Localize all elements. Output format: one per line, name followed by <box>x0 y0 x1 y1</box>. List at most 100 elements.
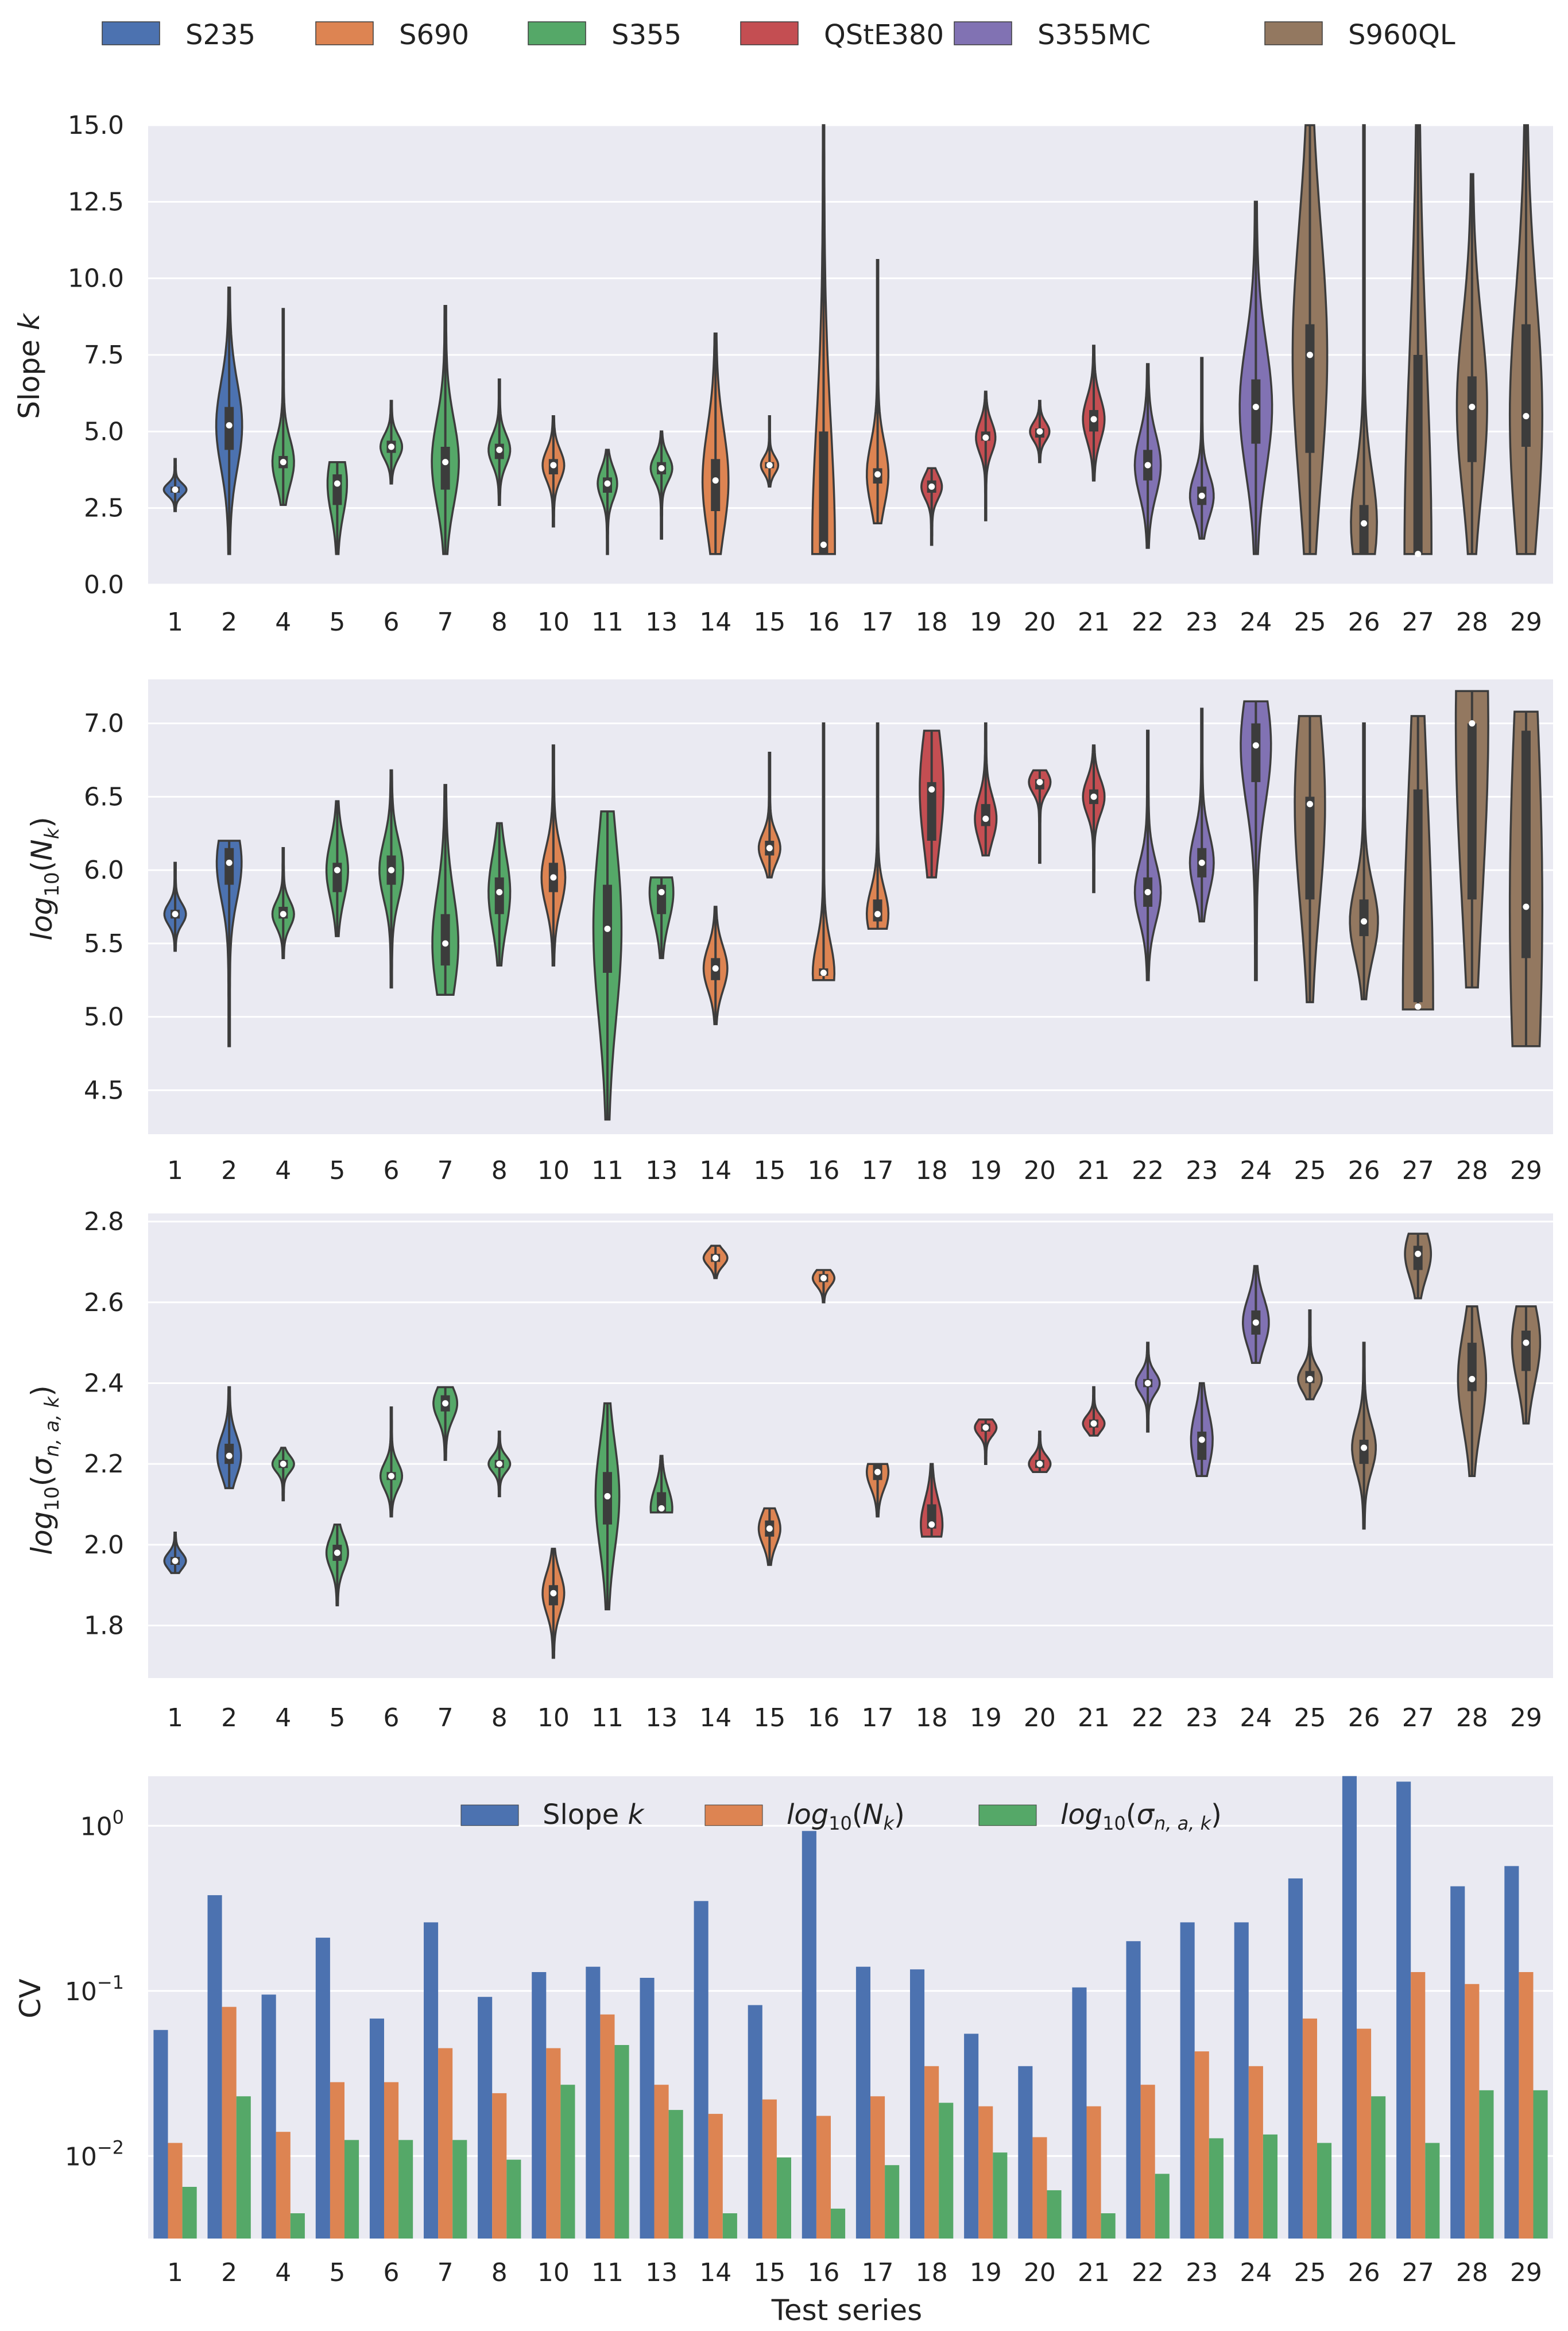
y-tick-label: 2.5 <box>84 494 124 523</box>
median-dot-23 <box>1198 492 1205 499</box>
bar-21-s0 <box>1072 1987 1087 2239</box>
median-dot-2 <box>226 422 233 429</box>
bar-4-s0 <box>261 1994 276 2239</box>
legend-label: S960QL <box>1348 19 1455 51</box>
x-tick-label: 7 <box>438 1156 454 1185</box>
median-dot-20 <box>1036 428 1043 435</box>
y-tick-label: 5.0 <box>84 1003 124 1032</box>
bar-18-s0 <box>910 1969 925 2239</box>
x-tick-label: 18 <box>916 1703 948 1733</box>
slope-panel: Slope k 0.02.55.07.510.012.515.01 2 4 5 6 7 8 1… <box>13 111 1553 637</box>
median-dot-14 <box>712 1254 719 1261</box>
x-tick-label: 23 <box>1186 1156 1218 1185</box>
median-dot-28 <box>1469 1375 1476 1382</box>
x-tick-label: 26 <box>1348 2258 1380 2287</box>
median-dot-13 <box>658 465 665 471</box>
stress-panel: log10(σn, a, k) 1.82.02.22.42.62.81 2 4 5 6 7… <box>25 1207 1553 1733</box>
legend-label-slope: Slope k <box>543 1799 645 1831</box>
stress-plot: 1.82.02.22.42.62.81 2 4 5 6 7 8 10 11 13 14 15 16 17 1… <box>84 1207 1553 1733</box>
median-dot-10 <box>550 874 557 881</box>
x-tick-label: 17 <box>862 1156 894 1185</box>
median-dot-15 <box>766 1525 773 1532</box>
x-tick-label: 17 <box>862 1703 894 1733</box>
bar-11-s1 <box>600 2014 615 2239</box>
x-tick-label: 19 <box>970 1703 1002 1733</box>
bar-1-s1 <box>168 2143 183 2239</box>
bar-4-s2 <box>290 2213 305 2239</box>
bar-19-s0 <box>964 2034 979 2239</box>
legend-swatch-slope <box>460 1804 519 1826</box>
median-dot-7 <box>442 1400 449 1407</box>
bar-26-s1 <box>1357 2028 1372 2239</box>
bar-8-s0 <box>478 1997 493 2239</box>
x-tick-label: 27 <box>1402 2258 1434 2287</box>
x-tick-label: 14 <box>699 1703 731 1733</box>
x-tick-label: 7 <box>438 1703 454 1733</box>
x-tick-label: 6 <box>384 2258 400 2287</box>
bar-28-s0 <box>1450 1886 1465 2239</box>
bar-18-s1 <box>924 2066 939 2239</box>
bar-10-s2 <box>560 2085 575 2239</box>
median-dot-27 <box>1415 1003 1422 1010</box>
bar-1-s2 <box>182 2187 197 2239</box>
median-dot-8 <box>496 1460 503 1467</box>
median-dot-16 <box>820 1275 827 1282</box>
x-tick-label: 29 <box>1510 1156 1542 1185</box>
x-tick-label: 27 <box>1402 1703 1434 1733</box>
x-tick-label: 28 <box>1456 2258 1488 2287</box>
legend-swatch <box>528 21 586 45</box>
y-tick-label: 2.0 <box>84 1530 124 1560</box>
x-tick-label: 6 <box>384 608 400 637</box>
x-tick-label: 24 <box>1240 608 1272 637</box>
x-tick-label: 1 <box>167 608 183 637</box>
x-tick-label: 10 <box>537 1156 570 1185</box>
x-tick-label: 14 <box>699 1156 731 1185</box>
bar-29-s0 <box>1504 1866 1519 2239</box>
x-tick-label: 21 <box>1078 1703 1110 1733</box>
legend-swatch <box>315 21 374 45</box>
bar-29-s1 <box>1519 1972 1534 2239</box>
median-dot-10 <box>550 462 557 469</box>
plot-area <box>148 679 1553 1134</box>
x-tick-label: 27 <box>1402 1156 1434 1185</box>
median-dot-1 <box>172 1557 179 1564</box>
bar-25-s1 <box>1302 2018 1317 2239</box>
x-tick-label: 25 <box>1294 608 1326 637</box>
legend-swatch <box>740 21 799 45</box>
bar-22-s1 <box>1140 2085 1155 2239</box>
median-dot-11 <box>604 925 611 932</box>
bar-21-s1 <box>1086 2106 1101 2239</box>
median-dot-17 <box>874 1468 881 1475</box>
bar-16-s2 <box>831 2208 846 2239</box>
bar-25-s2 <box>1317 2143 1332 2239</box>
bar-29-s2 <box>1533 2090 1548 2239</box>
median-dot-4 <box>280 459 287 466</box>
bar-5-s2 <box>344 2140 359 2239</box>
bar-2-s1 <box>222 2007 237 2239</box>
x-tick-label: 15 <box>753 1703 785 1733</box>
x-tick-label: 18 <box>916 608 948 637</box>
median-dot-17 <box>874 911 881 918</box>
y-tick-label: 7.0 <box>84 709 124 739</box>
x-tick-label: 11 <box>591 608 624 637</box>
median-dot-20 <box>1036 1460 1043 1467</box>
bar-13-s1 <box>654 2085 669 2239</box>
median-dot-6 <box>388 1472 395 1479</box>
median-dot-26 <box>1361 918 1368 925</box>
bar-5-s0 <box>315 1938 330 2239</box>
legend-label: S235 <box>185 19 255 51</box>
bar-2-s2 <box>236 2096 251 2239</box>
legend-swatch-logS <box>978 1804 1037 1826</box>
median-dot-24 <box>1252 404 1259 411</box>
x-tick-label: 16 <box>807 608 839 637</box>
bar-15-s2 <box>776 2157 791 2239</box>
bar-14-s1 <box>708 2113 723 2239</box>
bar-15-s0 <box>748 2005 762 2239</box>
x-tick-label: 20 <box>1024 1703 1056 1733</box>
bar-17-s0 <box>855 1966 870 2239</box>
median-dot-8 <box>496 888 503 895</box>
bar-26-s0 <box>1342 1776 1357 2239</box>
x-tick-label: 10 <box>537 608 570 637</box>
median-dot-1 <box>172 911 179 918</box>
